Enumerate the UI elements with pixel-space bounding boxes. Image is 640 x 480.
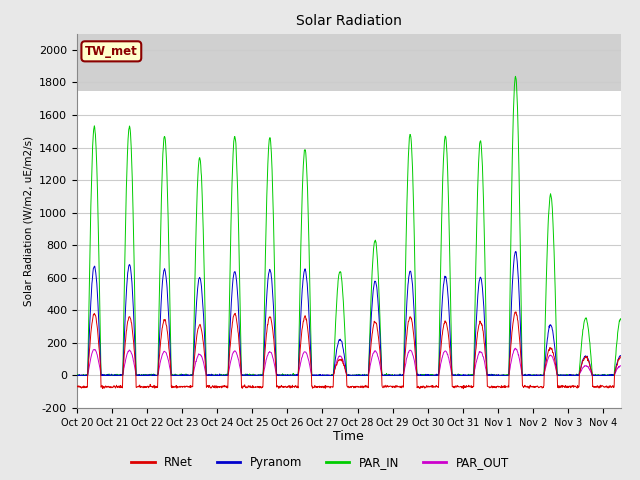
X-axis label: Time: Time <box>333 431 364 444</box>
Legend: RNet, Pyranom, PAR_IN, PAR_OUT: RNet, Pyranom, PAR_IN, PAR_OUT <box>126 452 514 474</box>
Text: TW_met: TW_met <box>85 45 138 58</box>
Y-axis label: Solar Radiation (W/m2, uE/m2/s): Solar Radiation (W/m2, uE/m2/s) <box>24 136 33 306</box>
Title: Solar Radiation: Solar Radiation <box>296 14 402 28</box>
Bar <box>77 34 621 91</box>
